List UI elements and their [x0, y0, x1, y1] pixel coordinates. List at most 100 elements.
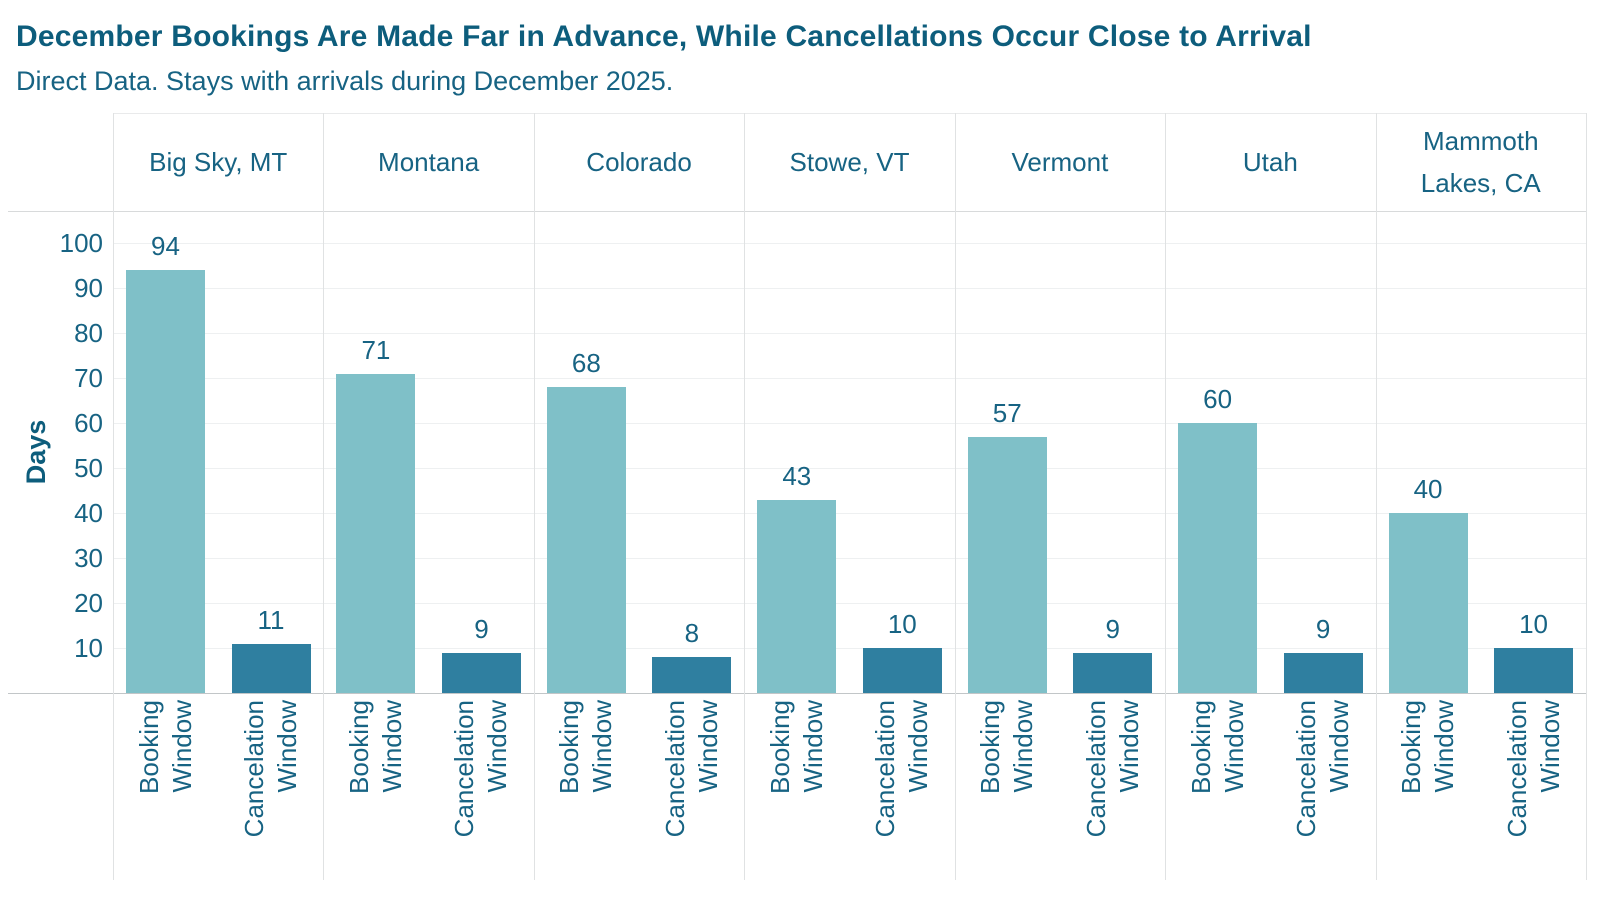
bar-booking-window — [757, 499, 837, 693]
bar-value-label: 9 — [1105, 613, 1120, 644]
group-column-header: Vermont — [1011, 147, 1109, 177]
y-axis-tick-label: 30 — [74, 543, 103, 573]
x-tick-label-line: Window — [797, 700, 828, 793]
y-gridline — [113, 243, 1586, 244]
bar-value-label: 10 — [1519, 609, 1549, 639]
bar-booking-window — [336, 373, 416, 693]
x-tick-label-line: Booking — [975, 700, 1006, 794]
y-axis-tick-label: 20 — [74, 588, 103, 618]
y-gridline — [113, 648, 1586, 649]
x-tick-label-line: Window — [166, 700, 197, 793]
bar-booking-window — [1388, 513, 1468, 693]
x-tick-label-line: Booking — [133, 700, 164, 794]
bar-cancelation-window — [231, 643, 311, 693]
bar-value-label: 10 — [887, 609, 917, 639]
column-separator — [954, 113, 956, 880]
bar-cancelation-window — [1494, 648, 1574, 693]
bar-booking-window — [967, 436, 1047, 693]
bar-value-label: 57 — [992, 397, 1022, 428]
bar-cancelation-window — [1073, 652, 1153, 693]
group-column-header: Colorado — [586, 147, 692, 177]
x-tick-label-line: Cancelation — [1291, 700, 1322, 838]
x-tick-label-line: Window — [1113, 700, 1144, 793]
bar-booking-window — [546, 387, 626, 693]
x-tick-label-line: Cancelation — [870, 700, 901, 838]
x-tick-label-line: Window — [692, 700, 723, 793]
x-tick-label-line: Window — [1534, 700, 1565, 793]
y-axis-tick-label: 10 — [74, 633, 103, 663]
y-gridline — [113, 378, 1586, 379]
x-tick-label-line: Cancelation — [239, 700, 269, 838]
chart-top-border — [113, 113, 1586, 114]
group-column-header: Mammoth Lakes, CA — [1420, 126, 1541, 198]
y-gridline — [113, 558, 1586, 559]
bar-value-label: 9 — [474, 613, 489, 644]
x-tick-label-line: Booking — [343, 700, 374, 794]
chart-title: December Bookings Are Made Far in Advanc… — [16, 20, 1312, 53]
y-axis-tick-label: 80 — [74, 318, 103, 348]
bar-cancelation-window — [1283, 652, 1363, 693]
bar-value-label: 40 — [1413, 474, 1443, 504]
x-tick-label-line: Booking — [1396, 700, 1427, 794]
x-tick-label-cancelation-window: Cancelation Window — [1290, 700, 1356, 872]
x-tick-label-line: Window — [1324, 700, 1355, 793]
bar-booking-window — [126, 270, 205, 693]
x-tick-label-line: Window — [903, 700, 934, 793]
x-tick-label-line: Cancelation — [1501, 700, 1532, 838]
x-tick-label-cancelation-window: Cancelation Window — [238, 700, 304, 872]
bar-value-label: 11 — [257, 604, 285, 635]
x-tick-label-line: Window — [1008, 700, 1039, 793]
y-gridline — [113, 513, 1586, 514]
x-tick-label-booking-window: Booking Window — [764, 700, 830, 872]
column-separator — [533, 113, 535, 880]
x-tick-label-booking-window: Booking Window — [343, 700, 409, 872]
y-gridline — [113, 423, 1586, 424]
bar-cancelation-window — [441, 652, 521, 693]
y-gridline — [113, 333, 1586, 334]
y-gridline — [113, 288, 1586, 289]
bar-cancelation-window — [862, 648, 942, 693]
bar-cancelation-window — [652, 657, 732, 693]
bar-value-label: 68 — [571, 348, 601, 378]
column-separator — [1375, 113, 1377, 880]
x-tick-label-line: Window — [1429, 700, 1460, 793]
x-tick-label-cancelation-window: Cancelation Window — [1080, 700, 1146, 872]
bar-value-label: 43 — [782, 460, 812, 491]
y-axis-tick-label: 100 — [59, 228, 103, 258]
y-axis-tick-label: 50 — [74, 453, 103, 483]
x-tick-label-line: Window — [482, 700, 513, 793]
column-separator — [113, 113, 114, 880]
x-tick-label-line: Cancelation — [1080, 700, 1111, 838]
y-axis-tick-label: 60 — [74, 408, 103, 438]
x-tick-label-line: Cancelation — [659, 700, 690, 838]
bar-value-label: 71 — [361, 334, 391, 365]
x-tick-label-line: Window — [376, 700, 407, 793]
x-tick-label-booking-window: Booking Window — [974, 700, 1040, 872]
y-axis-tick-label: 40 — [74, 498, 103, 528]
x-tick-label-cancelation-window: Cancelation Window — [448, 700, 514, 872]
column-separator — [1586, 113, 1587, 880]
x-tick-label-booking-window: Booking Window — [553, 700, 619, 872]
x-axis-baseline — [8, 693, 1586, 694]
column-separator — [323, 113, 325, 880]
y-axis-tick-label: 90 — [74, 273, 103, 303]
bar-value-label: 9 — [1315, 613, 1331, 644]
group-column-header: Stowe, VT — [789, 147, 910, 177]
x-tick-label-line: Booking — [554, 700, 585, 794]
group-column-header: Big Sky, MT — [149, 147, 288, 177]
bar-value-label: 60 — [1203, 384, 1233, 414]
x-tick-label-line: Booking — [1185, 700, 1216, 794]
y-axis-tick-label: 70 — [74, 363, 103, 393]
x-tick-label-booking-window: Booking Window — [1395, 700, 1461, 872]
group-column-header: Montana — [378, 147, 480, 177]
chart-subtitle: Direct Data. Stays with arrivals during … — [16, 66, 674, 96]
header-separator-line — [8, 211, 1586, 212]
bar-booking-window — [1178, 423, 1258, 693]
bar-value-label: 94 — [151, 231, 180, 261]
x-tick-label-booking-window: Booking Window — [133, 700, 199, 872]
group-column-header: Utah — [1242, 147, 1298, 177]
x-tick-label-line: Cancelation — [449, 700, 480, 838]
x-tick-label-cancelation-window: Cancelation Window — [869, 700, 935, 872]
